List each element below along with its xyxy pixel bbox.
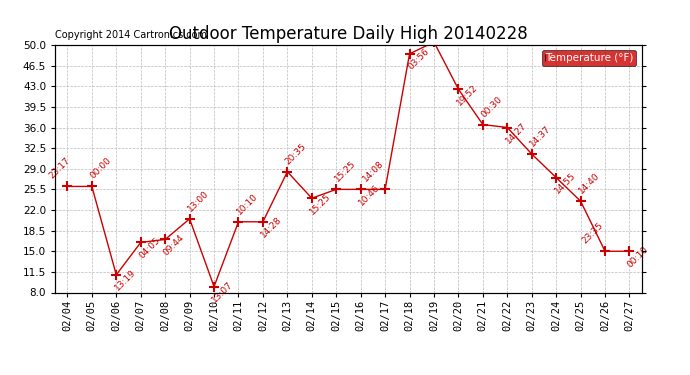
Text: 23:17: 23:17: [47, 156, 72, 181]
Legend: Temperature (°F): Temperature (°F): [542, 50, 636, 66]
Text: 04:05: 04:05: [137, 236, 161, 261]
Text: 23:35: 23:35: [580, 221, 605, 246]
Text: 03:56: 03:56: [406, 47, 431, 72]
Text: 13:30: 13:30: [0, 374, 1, 375]
Text: 14:27: 14:27: [504, 121, 528, 146]
Text: 13:19: 13:19: [112, 268, 137, 293]
Text: 00:00: 00:00: [88, 156, 113, 181]
Text: 10:46: 10:46: [357, 183, 382, 207]
Text: 00:10: 00:10: [626, 244, 651, 269]
Text: 20:35: 20:35: [284, 142, 308, 166]
Text: 13:00: 13:00: [186, 189, 210, 213]
Text: 14:08: 14:08: [361, 159, 385, 184]
Title: Outdoor Temperature Daily High 20140228: Outdoor Temperature Daily High 20140228: [169, 26, 528, 44]
Text: Copyright 2014 Cartronics.com: Copyright 2014 Cartronics.com: [55, 30, 207, 40]
Text: 14:40: 14:40: [577, 171, 602, 196]
Text: 14:28: 14:28: [259, 215, 284, 240]
Text: 15:25: 15:25: [333, 159, 357, 184]
Text: 19:52: 19:52: [455, 82, 480, 107]
Text: 10:10: 10:10: [235, 192, 259, 216]
Text: 09:44: 09:44: [161, 233, 186, 258]
Text: 00:30: 00:30: [480, 94, 504, 119]
Text: 15:25: 15:25: [308, 192, 333, 216]
Text: 14:37: 14:37: [528, 124, 553, 148]
Text: 13:07: 13:07: [210, 280, 235, 304]
Text: 14:55: 14:55: [553, 171, 577, 196]
